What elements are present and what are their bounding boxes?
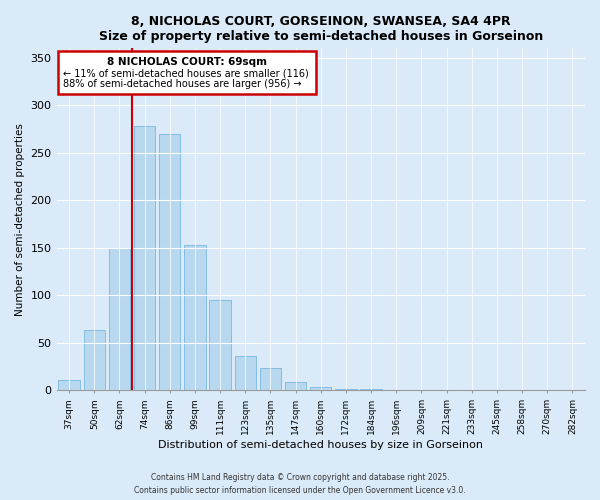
Bar <box>310 386 331 390</box>
Bar <box>184 245 206 390</box>
Text: 88% of semi-detached houses are larger (956) →: 88% of semi-detached houses are larger (… <box>63 78 301 88</box>
Bar <box>159 134 181 390</box>
Bar <box>260 368 281 390</box>
X-axis label: Distribution of semi-detached houses by size in Gorseinon: Distribution of semi-detached houses by … <box>158 440 483 450</box>
Title: 8, NICHOLAS COURT, GORSEINON, SWANSEA, SA4 4PR
Size of property relative to semi: 8, NICHOLAS COURT, GORSEINON, SWANSEA, S… <box>98 15 543 43</box>
Bar <box>58 380 80 390</box>
Bar <box>134 126 155 390</box>
Bar <box>109 248 130 390</box>
FancyBboxPatch shape <box>58 51 316 94</box>
Bar <box>285 382 307 390</box>
Text: Contains HM Land Registry data © Crown copyright and database right 2025.
Contai: Contains HM Land Registry data © Crown c… <box>134 473 466 495</box>
Bar <box>209 300 231 390</box>
Bar <box>83 330 105 390</box>
Text: 8 NICHOLAS COURT: 69sqm: 8 NICHOLAS COURT: 69sqm <box>107 57 267 67</box>
Y-axis label: Number of semi-detached properties: Number of semi-detached properties <box>15 123 25 316</box>
Bar <box>235 356 256 390</box>
Text: ← 11% of semi-detached houses are smaller (116): ← 11% of semi-detached houses are smalle… <box>63 68 308 78</box>
